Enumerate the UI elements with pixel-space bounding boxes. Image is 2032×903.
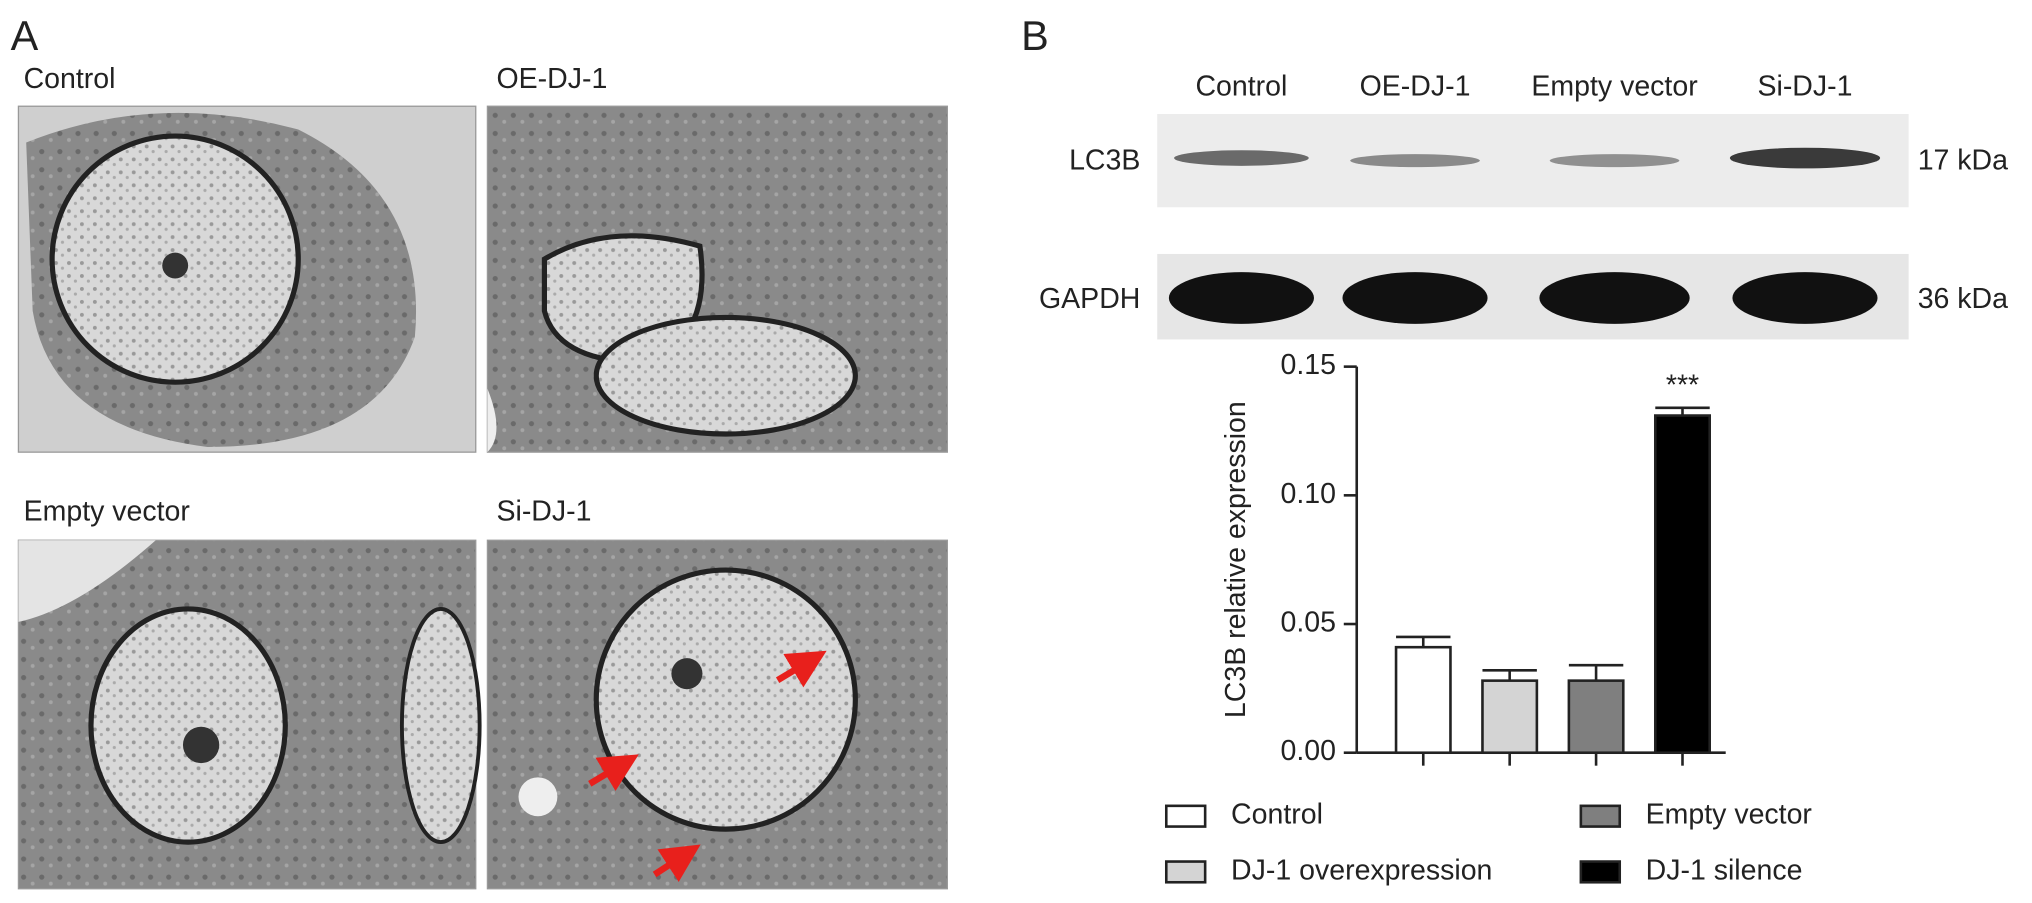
bar	[1567, 679, 1625, 755]
micrograph	[486, 105, 948, 453]
micrograph	[486, 539, 948, 890]
lane-label: Si-DJ-1	[1757, 71, 1852, 103]
micrograph	[17, 105, 477, 453]
legend-label: DJ-1 silence	[1646, 854, 1803, 886]
image-label: Empty vector	[24, 496, 191, 528]
image-label: OE-DJ-1	[496, 63, 607, 95]
lane-label: Empty vector	[1531, 71, 1698, 103]
legend-swatch	[1579, 804, 1622, 828]
bar-chart: 0.00 0.05 0.10 0.15 *** Control DJ-1 overexpre…	[1164, 349, 1813, 886]
y-tick-label: 0.00	[1281, 735, 1336, 767]
significance-label: ***	[1666, 370, 1699, 402]
y-tick-label: 0.15	[1281, 349, 1336, 381]
panel-label: A	[11, 12, 39, 59]
image-label: Control	[24, 63, 116, 95]
legend-label: Empty vector	[1646, 799, 1813, 831]
micrograph	[17, 539, 482, 890]
legend-swatch	[1164, 804, 1207, 828]
y-tick-label: 0.10	[1281, 478, 1336, 510]
blot-strip	[1157, 253, 1909, 340]
blot-strip	[1157, 114, 1909, 208]
legend-swatch	[1579, 860, 1622, 884]
image-label: Si-DJ-1	[496, 496, 591, 528]
y-tick-label: 0.05	[1281, 607, 1336, 639]
blot-size: 36 kDa	[1918, 283, 2008, 315]
bar	[1394, 645, 1452, 755]
lane-label: Control	[1195, 71, 1287, 103]
panel-label: B	[1021, 12, 1049, 59]
bar	[1653, 414, 1711, 755]
bar	[1481, 679, 1539, 755]
blot-row-label: LC3B	[1069, 144, 1140, 176]
legend-label: Control	[1231, 799, 1323, 831]
blot-row-label: GAPDH	[1039, 283, 1140, 315]
lane-label: OE-DJ-1	[1360, 71, 1471, 103]
legend-label: DJ-1 overexpression	[1231, 854, 1492, 886]
y-axis-title: LC3B relative expression	[1220, 401, 1252, 718]
blot-size: 17 kDa	[1918, 144, 2008, 176]
legend-swatch	[1164, 860, 1207, 884]
